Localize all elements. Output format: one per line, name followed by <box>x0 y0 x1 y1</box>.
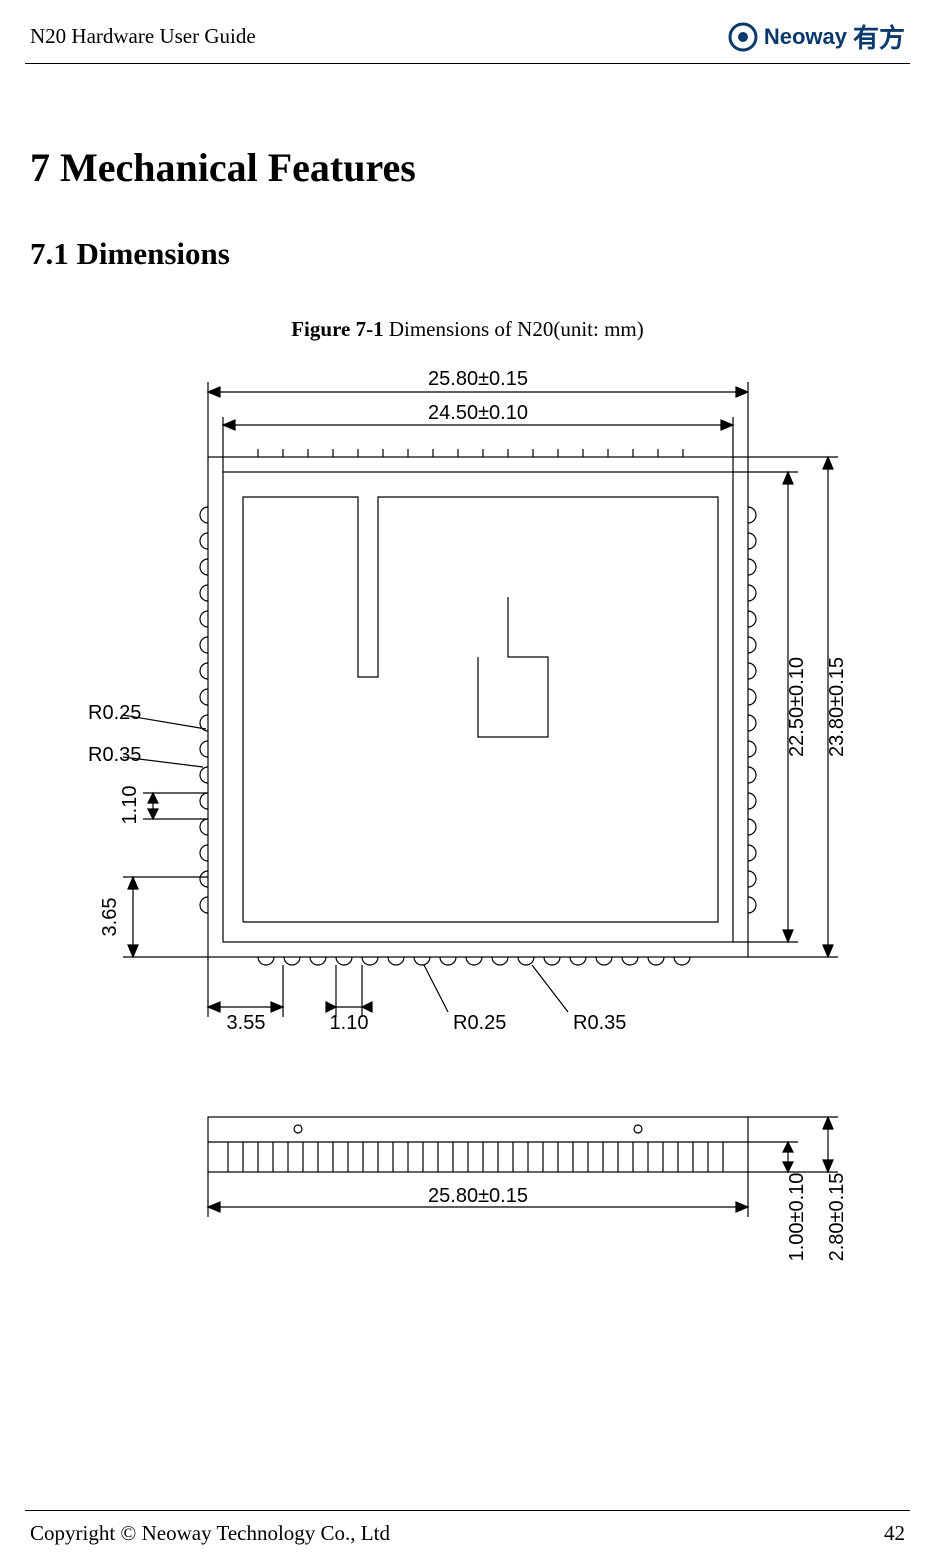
figure-desc: Dimensions of N20(unit: mm) <box>384 317 644 341</box>
dim-pitch2: 1.10 <box>329 1012 368 1034</box>
dimension-diagram: 25.80±0.15 24.50±0.10 23.80±0.15 22.50±0… <box>78 357 858 1317</box>
dim-outer-w: 25.80±0.15 <box>428 368 528 390</box>
copyright-text: Copyright © Neoway Technology Co., Ltd <box>30 1521 390 1546</box>
dim-r-large2: R0.35 <box>573 1012 626 1034</box>
page-footer: Copyright © Neoway Technology Co., Ltd 4… <box>0 1510 935 1546</box>
dim-r-small2: R0.25 <box>453 1012 506 1034</box>
dim-edge-hgap: 3.65 <box>99 898 121 937</box>
dim-inner-h: 22.50±0.10 <box>786 657 808 757</box>
dim-r-large: R0.35 <box>88 744 141 766</box>
chapter-heading: 7 Mechanical Features <box>30 144 905 191</box>
dim-side-h2: 2.80±0.15 <box>826 1173 848 1262</box>
dim-side-len: 25.80±0.15 <box>428 1185 528 1207</box>
dim-edge-hpad: 3.55 <box>226 1012 265 1034</box>
logo-mark-icon <box>728 22 758 52</box>
logo-cn-text: 有方 <box>853 18 905 55</box>
dim-pitch: 1.10 <box>119 786 141 825</box>
dim-inner-w: 24.50±0.10 <box>428 402 528 424</box>
doc-title: N20 Hardware User Guide <box>30 24 256 49</box>
page-content: 7 Mechanical Features 7.1 Dimensions Fig… <box>0 64 935 1317</box>
figure-label: Figure 7-1 <box>291 317 383 341</box>
logo-brand-text: Neoway <box>764 24 847 50</box>
dim-side-h1: 1.00±0.10 <box>786 1173 808 1262</box>
dim-outer-h: 23.80±0.15 <box>826 657 848 757</box>
dimension-svg: 25.80±0.15 24.50±0.10 23.80±0.15 22.50±0… <box>78 357 858 1317</box>
page-header: N20 Hardware User Guide Neoway 有方 <box>0 0 935 63</box>
page-number: 42 <box>884 1521 905 1546</box>
figure-caption: Figure 7-1 Dimensions of N20(unit: mm) <box>30 317 905 342</box>
footer-divider <box>25 1510 910 1511</box>
dim-r-small: R0.25 <box>88 702 141 724</box>
section-heading: 7.1 Dimensions <box>30 236 905 272</box>
brand-logo: Neoway 有方 <box>728 18 905 55</box>
